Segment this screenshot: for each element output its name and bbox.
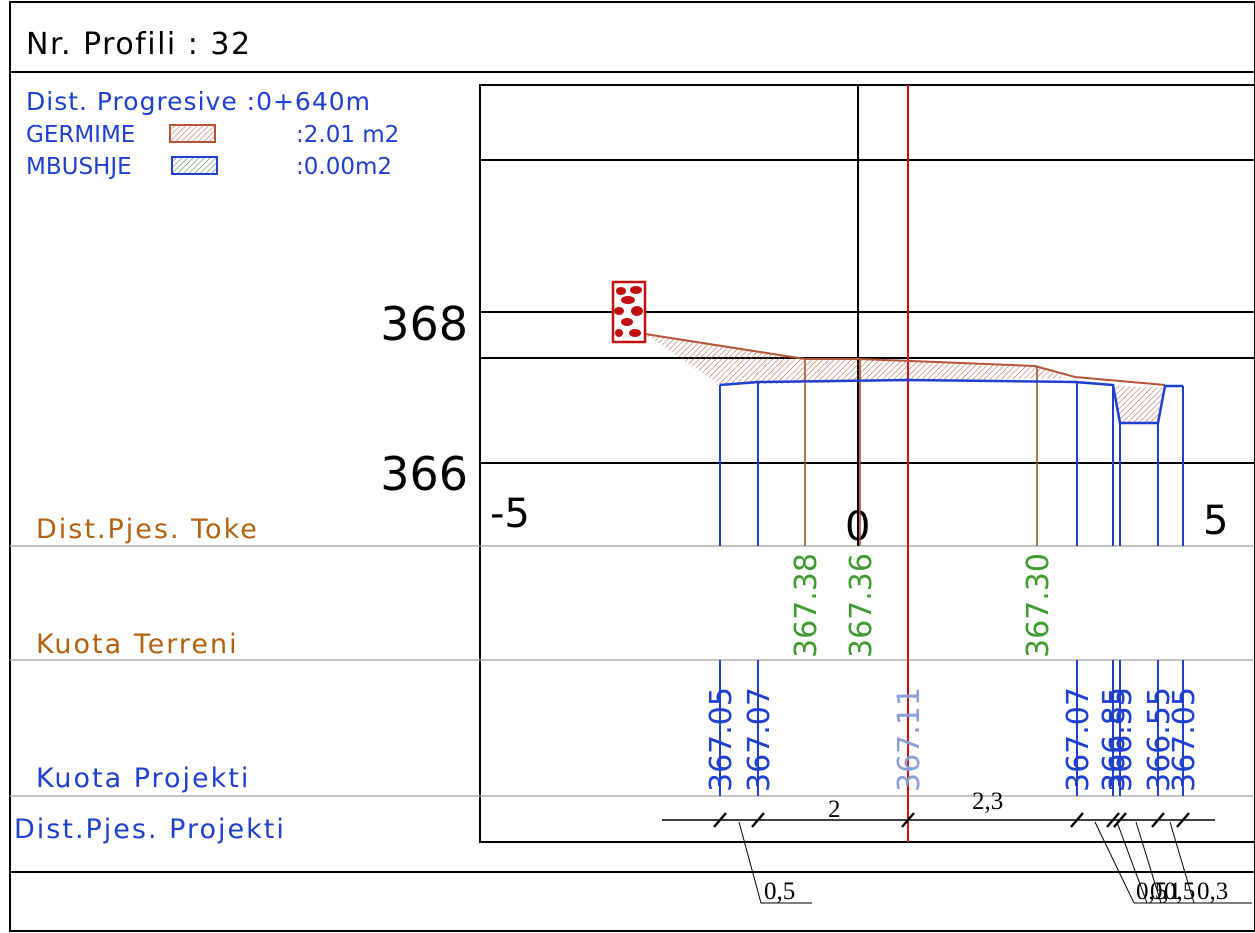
project-elevation: 367.05 [704,687,739,792]
terrain-elevation-labels: 367.38 367.36 367.30 [789,553,1056,658]
distance-label: 0,5 [1164,878,1195,905]
profile-title: Nr. Profili : 32 [26,27,252,62]
tick [901,812,915,828]
band-label-dist-projekti: Dist.Pjes. Projekti [14,814,286,845]
germime-label: GERMIME [26,122,135,148]
leader [1169,821,1195,904]
elevation-label-368: 368 [380,297,468,351]
band-label-kuota-terreni: Kuota Terreni [36,629,239,660]
tick [1113,812,1127,828]
distance-label: 0,3 [1197,878,1228,905]
distance-label: 0,1 [1150,878,1181,905]
offset-label-center: 0 [845,504,870,550]
project-elevation: 367.05 [1167,687,1202,792]
project-elevation: 367.11 [892,687,927,792]
band-label-dist-toke: Dist.Pjes. Toke [36,514,259,545]
dist-progresive-label: Dist. Progresive :0+640m [26,87,371,116]
band-label-kuota-projekti: Kuota Projekti [36,763,250,794]
terrain-ordinates [804,359,1038,546]
tick [751,812,765,828]
distance-label: 2 [828,796,841,823]
project-elevation: 366.55 [1104,687,1139,792]
tick [1106,812,1120,828]
tick [1151,812,1165,828]
mbushje-label: MBUSHJE [26,154,132,180]
project-ordinates [719,382,1184,796]
terrain-line [644,333,1166,386]
mbushje-value: :0.00m2 [296,154,392,180]
leader [738,821,812,904]
distance-label: 2,3 [972,788,1003,815]
leader [1135,821,1162,904]
tick [1070,812,1084,828]
project-elevation-labels: 367.05 367.07 367.11 367.07 366.85 366.5… [704,687,1202,792]
offset-label-left: -5 [490,491,530,537]
tick [713,812,727,828]
wall-stones [614,286,643,337]
cut-hatch-swatch [169,124,216,143]
tick [1176,812,1190,828]
terrain-elevation: 367.38 [789,553,824,658]
project-elevation: 367.07 [1061,687,1096,792]
leader [1116,821,1148,904]
band-separators [10,545,1255,797]
terrain-elevation: 367.30 [1021,553,1056,658]
terrain-elevation: 367.36 [844,553,879,658]
elevation-label-366: 366 [380,447,468,501]
retaining-wall-symbol [611,280,647,344]
distance-leaders [738,821,1252,904]
distance-ticks [713,812,1190,828]
cut-area-hatch [645,334,1165,423]
fill-hatch-swatch [171,156,218,175]
project-elevation: 366.55 [1142,687,1177,792]
sheet-frame [9,1,1255,932]
offset-label-right: 5 [1203,498,1228,544]
project-elevation: 366.85 [1097,687,1132,792]
distance-label: 0,5 [1136,878,1167,905]
germime-value: :2.01 m2 [296,122,399,148]
project-elevation: 367.07 [742,687,777,792]
elevation-gridlines [480,159,1255,464]
leader [1094,821,1135,904]
distance-label: 0,5 [764,878,795,905]
